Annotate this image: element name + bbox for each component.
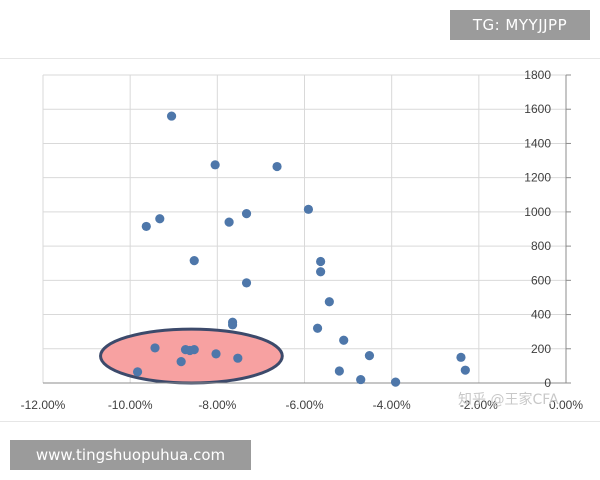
data-point [356, 374, 366, 385]
footer-divider [0, 421, 600, 422]
y-tick-label: 600 [531, 273, 551, 287]
data-point [227, 320, 238, 330]
highlight-region [99, 327, 284, 385]
header-divider [0, 58, 600, 59]
data-point [155, 214, 165, 224]
data-point [339, 335, 349, 345]
data-point [224, 217, 234, 227]
data-point [324, 297, 334, 307]
x-tick-label: -6.00% [285, 398, 323, 412]
data-point [456, 352, 466, 362]
data-point [233, 353, 243, 363]
data-point [211, 349, 221, 359]
data-point [316, 256, 326, 267]
data-point [390, 377, 401, 387]
website-url-badge: www.tingshuopuhua.com [10, 440, 251, 470]
data-point [150, 343, 160, 353]
x-tick-label: -2.00% [460, 398, 498, 412]
data-point [364, 351, 375, 361]
x-tick-label: 0.00% [549, 398, 583, 412]
data-point [241, 209, 252, 219]
data-point [210, 160, 220, 170]
y-tick-label: 1600 [524, 102, 551, 116]
y-tick-label: 800 [531, 239, 551, 253]
data-point [272, 161, 282, 172]
data-point [241, 278, 252, 288]
data-point [312, 323, 323, 333]
data-point [189, 256, 199, 266]
y-tick-label: 1200 [524, 171, 551, 185]
data-points [132, 111, 470, 387]
chart-grid [42, 74, 566, 383]
y-tick-label: 1400 [524, 136, 551, 150]
x-tick-label: -12.00% [21, 398, 66, 412]
data-point [189, 345, 199, 355]
data-point [176, 357, 186, 367]
data-point [334, 366, 344, 376]
x-tick-label: -8.00% [198, 398, 236, 412]
y-tick-label: 0 [544, 376, 551, 390]
data-point [132, 367, 143, 377]
data-point [141, 221, 151, 232]
watermark-text: 知乎 @王家CFA [458, 391, 559, 408]
tg-badge: TG: MYYJJPP [450, 10, 590, 40]
data-point [316, 267, 326, 277]
chart-axes [43, 74, 571, 384]
y-axis-tick-labels: 0 200 400 600 800 1000 1200 1400 1600 1800 [524, 68, 551, 390]
x-tick-label: -4.00% [373, 398, 411, 412]
x-tick-label: -10.00% [108, 398, 153, 412]
data-point [303, 204, 314, 214]
y-tick-label: 1000 [524, 205, 551, 219]
y-tick-label: 1800 [524, 68, 551, 82]
x-axis-tick-labels: -12.00% -10.00% -8.00% -6.00% -4.00% -2.00% 0.… [21, 398, 584, 412]
y-tick-label: 400 [531, 308, 551, 322]
highlight-ellipse [99, 327, 284, 385]
data-point [166, 111, 177, 121]
y-tick-label: 200 [531, 342, 551, 356]
data-point [460, 365, 470, 375]
